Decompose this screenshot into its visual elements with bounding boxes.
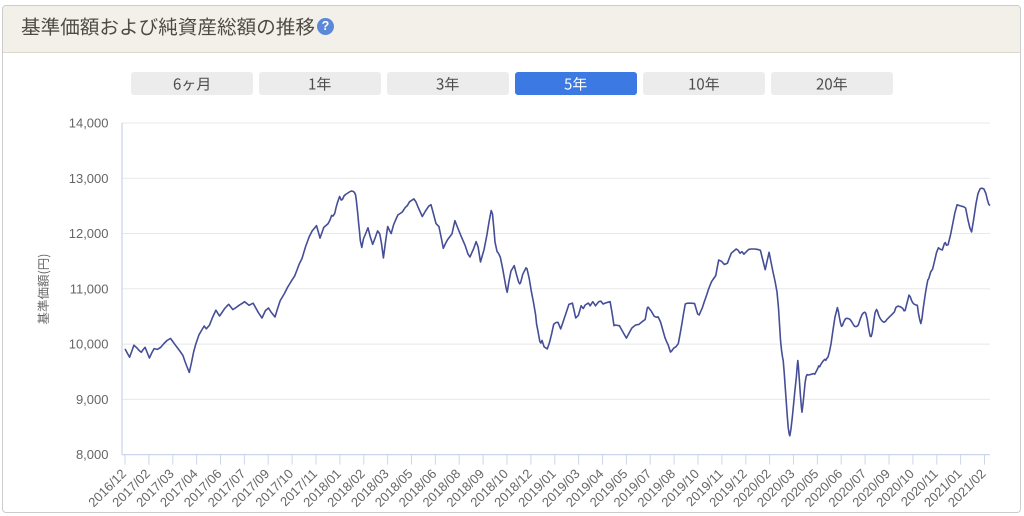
svg-text:14,000: 14,000	[69, 116, 109, 131]
svg-text:12,000: 12,000	[69, 226, 109, 241]
svg-text:9,000: 9,000	[76, 392, 109, 407]
svg-text:10,000: 10,000	[69, 337, 109, 352]
svg-text:8,000: 8,000	[76, 447, 109, 462]
svg-text:13,000: 13,000	[69, 171, 109, 186]
svg-text:11,000: 11,000	[70, 281, 109, 296]
